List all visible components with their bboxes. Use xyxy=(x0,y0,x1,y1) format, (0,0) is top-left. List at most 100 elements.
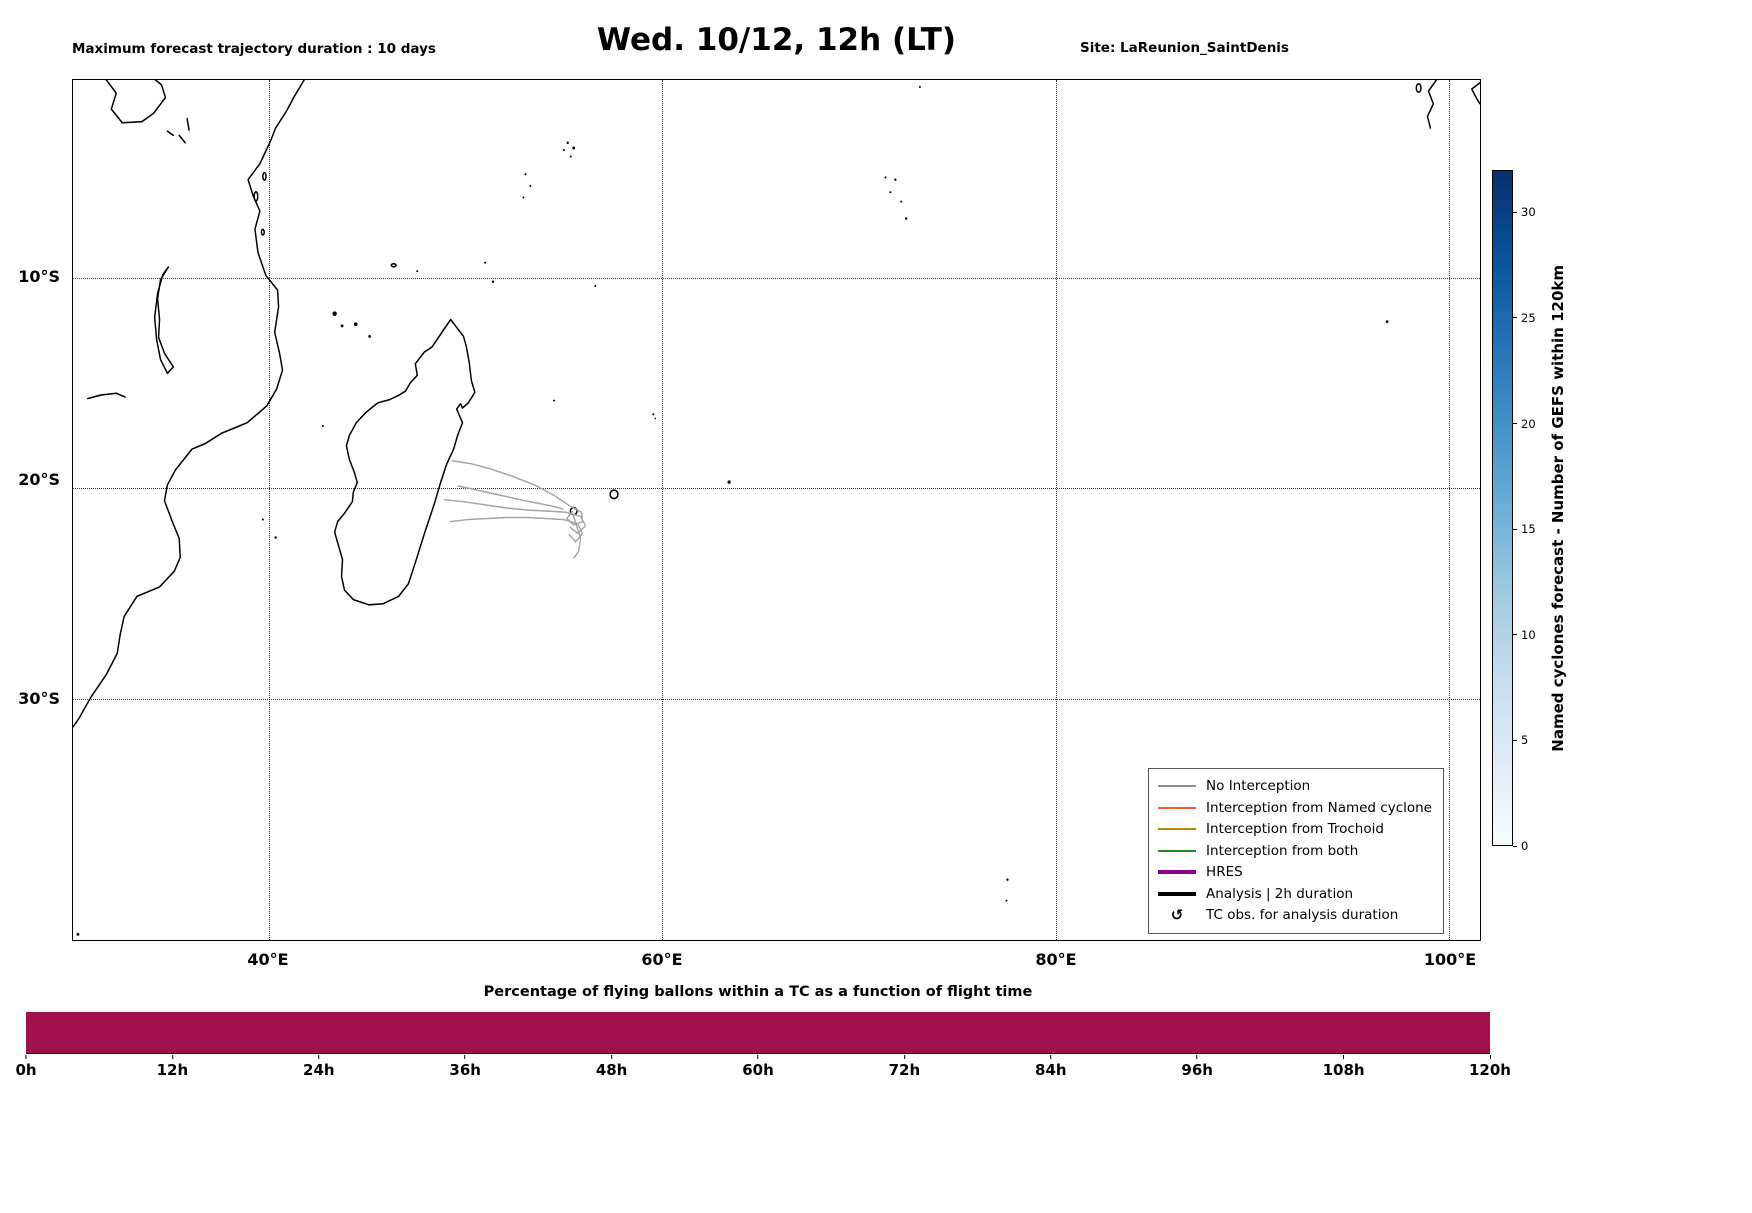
island-dot xyxy=(332,311,337,317)
xtick-80E: 80°E xyxy=(1035,950,1077,969)
gridline-40E xyxy=(268,80,270,940)
legend-item: Interception from Trochoid xyxy=(1158,819,1432,841)
island-dot xyxy=(524,173,527,176)
bottom-axis: 0h 12h 24h 36h 48h 60h 72h 84h 96h 108h … xyxy=(15,1055,1511,1085)
balloon-trajectory xyxy=(449,516,584,543)
colorbar-tick: 25 xyxy=(1513,311,1536,325)
island-dot xyxy=(416,270,419,273)
bottom-tick-label: 72h xyxy=(888,1061,921,1079)
colorbar-tick-label: 15 xyxy=(1521,522,1536,537)
both-line-icon xyxy=(1158,849,1197,852)
colorbar-tick-label: 30 xyxy=(1521,205,1536,220)
lake-malawi-outline xyxy=(153,266,175,375)
bottom-tick-label: 108h xyxy=(1322,1061,1365,1079)
island-dot xyxy=(904,217,908,220)
bottom-tick: 24h xyxy=(303,1055,335,1079)
island-dot xyxy=(484,261,487,264)
legend-item: No Interception xyxy=(1158,776,1432,798)
gridline-60E xyxy=(662,80,664,940)
bottom-tick: 108h xyxy=(1323,1055,1365,1079)
colorbar-tick: 30 xyxy=(1513,205,1536,219)
legend-label: Interception from Trochoid xyxy=(1206,821,1384,838)
lake-victoria-outline xyxy=(105,80,167,124)
island-dot xyxy=(562,149,565,152)
island-dot xyxy=(76,932,80,936)
legend-label: Interception from both xyxy=(1206,842,1359,859)
island-dot xyxy=(1005,899,1008,902)
no-interception-line-icon xyxy=(1158,785,1197,788)
legend-item: Interception from both xyxy=(1158,840,1432,862)
balloon-trajectory xyxy=(572,513,582,559)
colorbar-tick: 15 xyxy=(1513,522,1536,536)
legend-item: Interception from Named cyclone xyxy=(1158,797,1432,819)
colorbar-axis-label: Named cyclones forecast - Number of GEFS… xyxy=(1549,264,1567,752)
colorbar-ticks: 0 5 10 15 20 25 30 xyxy=(1513,170,1558,853)
island-dot xyxy=(368,334,372,338)
bottom-tick-label: 84h xyxy=(1035,1061,1067,1079)
map-canvas xyxy=(73,80,1480,936)
colorbar-tick-label: 5 xyxy=(1521,733,1529,748)
colorbar-tick-label: 10 xyxy=(1521,627,1536,642)
legend-label: TC obs. for analysis duration xyxy=(1206,907,1399,924)
colorbar-tick-label: 20 xyxy=(1521,416,1536,431)
legend-item: HRES xyxy=(1158,862,1432,884)
colorbar-tick: 10 xyxy=(1513,628,1536,642)
colorbar-gradient xyxy=(1492,170,1513,846)
island-dot xyxy=(889,191,892,194)
bottom-tick-label: 120h xyxy=(1469,1061,1511,1079)
gridline-30S xyxy=(73,698,1480,700)
island-dot xyxy=(529,184,532,187)
bottom-tick-label: 0h xyxy=(15,1061,37,1079)
bottom-tick-label: 96h xyxy=(1181,1061,1213,1079)
gridline-100E xyxy=(1449,80,1451,940)
bottom-tick: 72h xyxy=(888,1055,921,1079)
island-dot xyxy=(340,324,344,328)
coastline-madagascar xyxy=(333,318,476,606)
bottom-chart-title: Percentage of flying ballons within a TC… xyxy=(483,984,1033,1000)
xtick-100E: 100°E xyxy=(1423,950,1477,969)
gridline-20S xyxy=(73,488,1480,490)
bottom-tick-label: 24h xyxy=(303,1061,335,1079)
island-dot xyxy=(1006,878,1009,881)
island-dot xyxy=(884,176,887,179)
tc-obs-rotation-icon: ↺ xyxy=(1170,905,1184,924)
island-dot xyxy=(522,196,525,199)
legend-label: Analysis | 2h duration xyxy=(1206,885,1354,902)
ytick-20S: 20°S xyxy=(18,470,60,489)
pemba-island-outline xyxy=(262,171,267,182)
xtick-40E: 40°E xyxy=(247,950,289,969)
colorbar-tick-label: 25 xyxy=(1521,310,1536,325)
gridline-10S xyxy=(73,277,1480,279)
sumatra-coast-fragment xyxy=(1426,80,1480,129)
mauritius-island-outline xyxy=(609,489,619,500)
island-dot xyxy=(569,155,572,158)
bottom-tick-label: 48h xyxy=(595,1061,628,1079)
zanzibar-island-outline xyxy=(253,191,259,202)
rift-lakes-marks xyxy=(166,117,190,144)
island-dot xyxy=(321,424,324,427)
island-dot xyxy=(894,178,897,181)
bottom-tick: 36h xyxy=(449,1055,481,1079)
island-dot xyxy=(654,417,657,420)
hres-line-icon xyxy=(1158,870,1197,875)
site-text: Site: LaReunion_SaintDenis xyxy=(1080,40,1289,56)
coastlines-layer xyxy=(73,80,1480,728)
island-dot xyxy=(652,413,655,416)
legend-label: Interception from Named cyclone xyxy=(1206,799,1432,816)
bottom-tick: 0h xyxy=(15,1055,37,1079)
trajectories-layer xyxy=(443,459,587,559)
bottom-tick: 120h xyxy=(1469,1055,1511,1079)
bottom-tick: 48h xyxy=(595,1055,628,1079)
bottom-tick: 84h xyxy=(1035,1055,1067,1079)
legend-item: Analysis | 2h duration xyxy=(1158,883,1432,905)
island-dot xyxy=(594,284,597,287)
xtick-60E: 60°E xyxy=(641,950,683,969)
island-dot xyxy=(566,141,569,144)
balloon-trajectory xyxy=(443,498,587,535)
bottom-tick-label: 60h xyxy=(742,1061,774,1079)
island-dot xyxy=(918,85,921,88)
cahora-bassa-outline xyxy=(87,392,126,400)
coastline-africa xyxy=(73,80,305,728)
small-islands-layer xyxy=(76,85,1389,936)
legend-item: ↺ TC obs. for analysis duration xyxy=(1158,905,1432,927)
